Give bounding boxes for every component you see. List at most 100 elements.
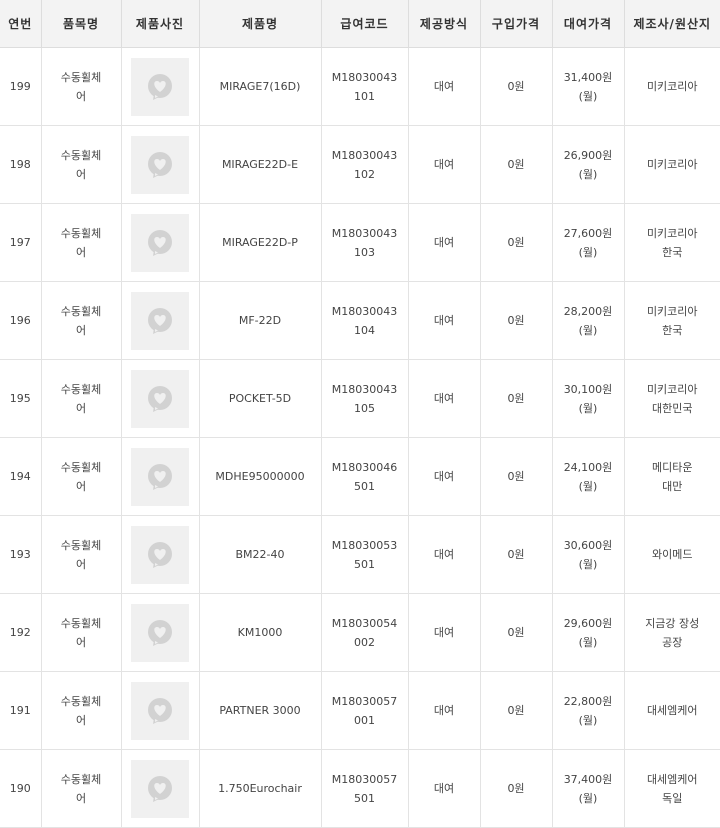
table-row: 194 수동휠체 어 MDHE95000000 M18030046 501 대여 0원 24… xyxy=(0,437,720,516)
cell-maker: 미키코리아 xyxy=(624,47,720,126)
cell-no: 196 xyxy=(0,281,42,360)
cell-method: 대여 xyxy=(408,515,481,594)
cell-name[interactable]: MIRAGE22D-E xyxy=(199,125,322,204)
cell-rental: 31,400원 (월) xyxy=(552,47,625,126)
cell-method: 대여 xyxy=(408,125,481,204)
cell-method: 대여 xyxy=(408,359,481,438)
cell-purchase: 0원 xyxy=(480,437,553,516)
cell-name[interactable]: PARTNER 3000 xyxy=(199,671,322,750)
cell-name[interactable]: 1.750Eurochair xyxy=(199,749,322,828)
heart-speech-bubble-icon xyxy=(148,73,172,100)
cell-name[interactable]: KM1000 xyxy=(199,593,322,672)
cell-rental: 30,100원 (월) xyxy=(552,359,625,438)
cell-code: M18030043 102 xyxy=(321,125,409,204)
cell-photo xyxy=(121,437,200,516)
product-photo[interactable] xyxy=(131,525,189,584)
cell-code: M18030043 104 xyxy=(321,281,409,360)
product-photo[interactable] xyxy=(131,57,189,116)
cell-category: 수동휠체 어 xyxy=(41,47,122,126)
cell-rental: 24,100원 (월) xyxy=(552,437,625,516)
cell-photo xyxy=(121,671,200,750)
table-row: 193 수동휠체 어 BM22-40 M18030053 501 대여 0원 30,600원… xyxy=(0,515,720,594)
header-col-no: 연번 xyxy=(0,0,42,48)
cell-photo xyxy=(121,593,200,672)
cell-no: 192 xyxy=(0,593,42,672)
heart-speech-bubble-icon xyxy=(148,697,172,724)
cell-maker: 대세엠케어 xyxy=(624,671,720,750)
cell-photo xyxy=(121,749,200,828)
cell-name[interactable]: MIRAGE22D-P xyxy=(199,203,322,282)
heart-speech-bubble-icon xyxy=(148,775,172,802)
cell-photo xyxy=(121,359,200,438)
cell-category: 수동휠체 어 xyxy=(41,125,122,204)
product-photo[interactable] xyxy=(131,603,189,662)
heart-speech-bubble-icon xyxy=(148,385,172,412)
cell-maker: 미키코리아 한국 xyxy=(624,203,720,282)
table-row: 195 수동휠체 어 POCKET-5D M18030043 105 대여 0원 30,10… xyxy=(0,359,720,438)
header-col-purchase: 구입가격 xyxy=(480,0,553,48)
product-photo[interactable] xyxy=(131,369,189,428)
cell-name[interactable]: MDHE95000000 xyxy=(199,437,322,516)
header-col-code: 급여코드 xyxy=(321,0,409,48)
cell-purchase: 0원 xyxy=(480,281,553,360)
cell-code: M18030043 105 xyxy=(321,359,409,438)
cell-method: 대여 xyxy=(408,671,481,750)
cell-no: 197 xyxy=(0,203,42,282)
cell-rental: 28,200원 (월) xyxy=(552,281,625,360)
cell-no: 195 xyxy=(0,359,42,438)
cell-name[interactable]: MIRAGE7(16D) xyxy=(199,47,322,126)
cell-name[interactable]: BM22-40 xyxy=(199,515,322,594)
cell-purchase: 0원 xyxy=(480,203,553,282)
header-col-method: 제공방식 xyxy=(408,0,481,48)
product-photo[interactable] xyxy=(131,759,189,818)
cell-method: 대여 xyxy=(408,47,481,126)
product-photo[interactable] xyxy=(131,213,189,272)
cell-maker: 메디타운 대만 xyxy=(624,437,720,516)
product-photo[interactable] xyxy=(131,291,189,350)
table-row: 192 수동휠체 어 KM1000 M18030054 002 대여 0원 29,600원 … xyxy=(0,593,720,672)
cell-method: 대여 xyxy=(408,437,481,516)
heart-speech-bubble-icon xyxy=(148,541,172,568)
cell-no: 199 xyxy=(0,47,42,126)
cell-maker: 미키코리아 xyxy=(624,125,720,204)
cell-purchase: 0원 xyxy=(480,515,553,594)
cell-method: 대여 xyxy=(408,593,481,672)
heart-speech-bubble-icon xyxy=(148,307,172,334)
cell-category: 수동휠체 어 xyxy=(41,671,122,750)
cell-photo xyxy=(121,515,200,594)
header-col-rental: 대여가격 xyxy=(552,0,625,48)
header-col-maker: 제조사/원산지 xyxy=(624,0,720,48)
cell-purchase: 0원 xyxy=(480,125,553,204)
product-photo[interactable] xyxy=(131,135,189,194)
table-row: 190 수동휠체 어 1.750Eurochair M18030057 501 대여 0원… xyxy=(0,749,720,828)
cell-maker: 지금강 장성 공장 xyxy=(624,593,720,672)
heart-speech-bubble-icon xyxy=(148,151,172,178)
cell-photo xyxy=(121,281,200,360)
cell-purchase: 0원 xyxy=(480,359,553,438)
cell-rental: 26,900원 (월) xyxy=(552,125,625,204)
cell-rental: 37,400원 (월) xyxy=(552,749,625,828)
cell-category: 수동휠체 어 xyxy=(41,203,122,282)
cell-method: 대여 xyxy=(408,203,481,282)
heart-speech-bubble-icon xyxy=(148,619,172,646)
cell-photo xyxy=(121,203,200,282)
product-photo[interactable] xyxy=(131,447,189,506)
cell-category: 수동휠체 어 xyxy=(41,281,122,360)
table-row: 198 수동휠체 어 MIRAGE22D-E M18030043 102 대여 0원 26,… xyxy=(0,125,720,204)
product-photo[interactable] xyxy=(131,681,189,740)
cell-rental: 22,800원 (월) xyxy=(552,671,625,750)
cell-code: M18030046 501 xyxy=(321,437,409,516)
cell-no: 198 xyxy=(0,125,42,204)
cell-name[interactable]: MF-22D xyxy=(199,281,322,360)
table-row: 196 수동휠체 어 MF-22D M18030043 104 대여 0원 28,200원 … xyxy=(0,281,720,360)
cell-name[interactable]: POCKET-5D xyxy=(199,359,322,438)
cell-method: 대여 xyxy=(408,749,481,828)
cell-maker: 대세엠케어 독일 xyxy=(624,749,720,828)
header-col-category: 품목명 xyxy=(41,0,122,48)
cell-method: 대여 xyxy=(408,281,481,360)
cell-photo xyxy=(121,125,200,204)
cell-no: 190 xyxy=(0,749,42,828)
table-header: 연번 품목명 제품사진 제품명 급여코드 제공방식 구입가격 대여가격 제조사/원산지 xyxy=(0,0,720,48)
cell-photo xyxy=(121,47,200,126)
